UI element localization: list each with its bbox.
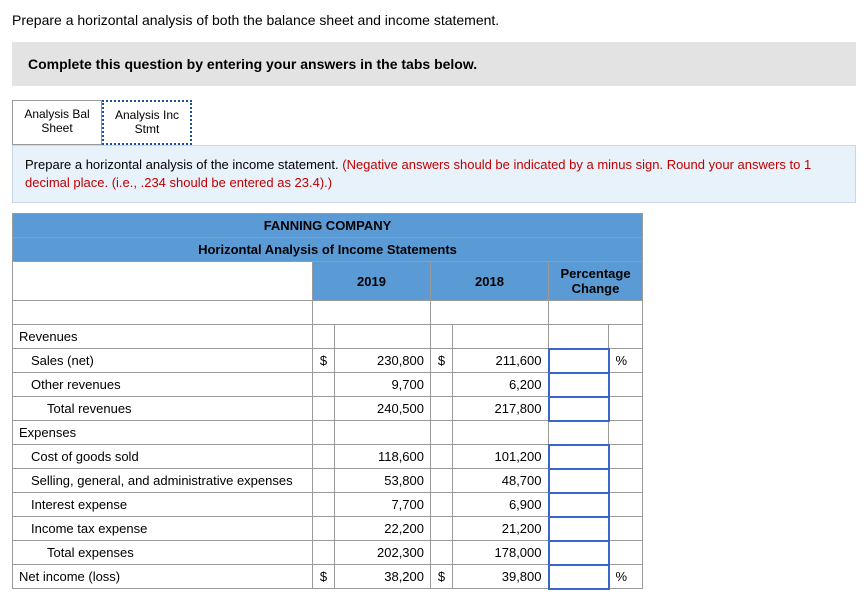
instruction-banner: Complete this question by entering your … (12, 42, 856, 86)
row-cogs: Cost of goods sold 118,600 101,200 (13, 445, 643, 469)
pct-change-input[interactable] (549, 397, 609, 421)
row-label: Interest expense (13, 493, 313, 517)
section-expenses: Expenses (13, 421, 313, 445)
value-2018: 101,200 (453, 445, 549, 469)
pct-change-input[interactable] (549, 469, 609, 493)
currency-symbol: $ (431, 349, 453, 373)
tab-label-line1: Analysis Bal (24, 107, 89, 121)
pct-change-input[interactable] (549, 349, 609, 373)
prompt-box: Prepare a horizontal analysis of the inc… (12, 145, 856, 203)
row-sales-net: Sales (net) $ 230,800 $ 211,600 % (13, 349, 643, 373)
value-2019: 9,700 (335, 373, 431, 397)
value-2018: 6,900 (453, 493, 549, 517)
currency-symbol: $ (313, 565, 335, 589)
row-label: Total revenues (13, 397, 313, 421)
pct-change-input[interactable] (549, 565, 609, 589)
row-total-revenues: Total revenues 240,500 217,800 (13, 397, 643, 421)
value-2018: 211,600 (453, 349, 549, 373)
value-2019: 240,500 (335, 397, 431, 421)
tab-analysis-inc-stmt[interactable]: Analysis Inc Stmt (102, 100, 192, 145)
value-2018: 39,800 (453, 565, 549, 589)
value-2018: 21,200 (453, 517, 549, 541)
tab-analysis-bal-sheet[interactable]: Analysis Bal Sheet (12, 100, 102, 145)
pct-change-input[interactable] (549, 517, 609, 541)
row-income-tax: Income tax expense 22,200 21,200 (13, 517, 643, 541)
row-label: Net income (loss) (13, 565, 313, 589)
value-2019: 38,200 (335, 565, 431, 589)
value-2018: 6,200 (453, 373, 549, 397)
row-label: Total expenses (13, 541, 313, 565)
income-statement-table: FANNING COMPANY Horizontal Analysis of I… (12, 213, 643, 590)
row-other-revenues: Other revenues 9,700 6,200 (13, 373, 643, 397)
value-2019: 53,800 (335, 469, 431, 493)
pct-change-input[interactable] (549, 541, 609, 565)
tab-label-line1: Analysis Inc (115, 108, 179, 122)
value-2019: 202,300 (335, 541, 431, 565)
value-2019: 230,800 (335, 349, 431, 373)
row-label: Other revenues (13, 373, 313, 397)
tab-label-line2: Stmt (135, 122, 160, 136)
value-2019: 22,200 (335, 517, 431, 541)
value-2018: 217,800 (453, 397, 549, 421)
pct-change-input[interactable] (549, 445, 609, 469)
section-revenues: Revenues (13, 325, 313, 349)
row-total-expenses: Total expenses 202,300 178,000 (13, 541, 643, 565)
col-2018: 2018 (431, 262, 549, 301)
company-header: FANNING COMPANY (13, 214, 643, 238)
question-text: Prepare a horizontal analysis of both th… (12, 12, 856, 28)
pct-change-input[interactable] (549, 493, 609, 517)
value-2019: 118,600 (335, 445, 431, 469)
pct-symbol: % (609, 349, 643, 373)
table-title: Horizontal Analysis of Income Statements (13, 238, 643, 262)
pct-change-input[interactable] (549, 373, 609, 397)
row-net-income: Net income (loss) $ 38,200 $ 39,800 % (13, 565, 643, 589)
prompt-plain: Prepare a horizontal analysis of the inc… (25, 157, 342, 172)
pct-symbol: % (609, 565, 643, 589)
row-label: Income tax expense (13, 517, 313, 541)
row-label: Selling, general, and administrative exp… (13, 469, 313, 493)
currency-symbol: $ (431, 565, 453, 589)
tab-label-line2: Sheet (41, 121, 72, 135)
row-interest-expense: Interest expense 7,700 6,900 (13, 493, 643, 517)
value-2018: 48,700 (453, 469, 549, 493)
row-sga: Selling, general, and administrative exp… (13, 469, 643, 493)
value-2019: 7,700 (335, 493, 431, 517)
col-2019: 2019 (313, 262, 431, 301)
currency-symbol: $ (313, 349, 335, 373)
col-pct-change: Percentage Change (549, 262, 643, 301)
tabs-row: Analysis Bal Sheet Analysis Inc Stmt (12, 100, 856, 145)
row-label: Cost of goods sold (13, 445, 313, 469)
row-label: Sales (net) (13, 349, 313, 373)
value-2018: 178,000 (453, 541, 549, 565)
